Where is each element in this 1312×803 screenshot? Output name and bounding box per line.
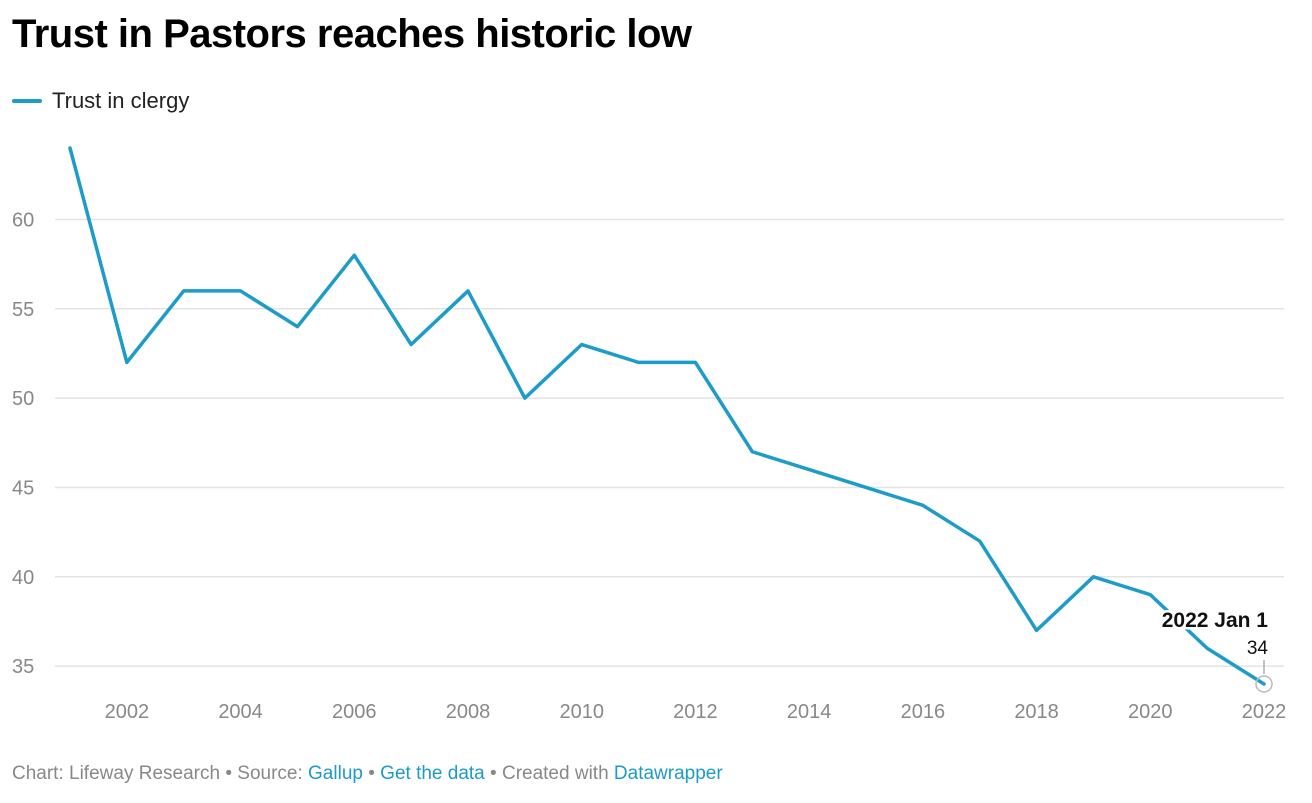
x-tick-label: 2006 xyxy=(332,701,377,723)
series-layer xyxy=(68,146,1266,686)
highlight-ring xyxy=(1255,675,1273,693)
y-tick-label: 60 xyxy=(12,209,34,231)
y-tick-label: 35 xyxy=(12,656,34,678)
get-data-link[interactable]: Get the data xyxy=(380,763,485,784)
x-tick-label: 2012 xyxy=(673,701,718,723)
legend-label: Trust in clergy xyxy=(52,88,190,113)
footer-separator: • xyxy=(484,763,502,784)
grid-layer xyxy=(55,218,1284,667)
x-axis-ticks: 2002 2004 2006 2008 2010 2012 2014 2016 2018 2020… xyxy=(105,701,1287,723)
annotation-value-label: 34 xyxy=(1247,638,1269,659)
y-tick-label: 55 xyxy=(12,299,34,321)
annotation-date-label: 2022 Jan 1 xyxy=(1162,609,1269,632)
line-chart: 35 40 45 50 55 60 2002 2004 2006 2008 2010 2012 201… xyxy=(12,146,1287,723)
x-tick-label: 2008 xyxy=(446,701,491,723)
series-line xyxy=(68,146,1266,686)
y-tick-label: 40 xyxy=(12,567,34,589)
x-tick-label: 2002 xyxy=(105,701,150,723)
y-axis-ticks: 35 40 45 50 55 60 xyxy=(12,209,34,678)
legend-swatch xyxy=(12,99,42,103)
footer-source-prefix: Source: xyxy=(237,763,309,784)
x-tick-label: 2022 xyxy=(1242,701,1287,723)
footer-separator: • xyxy=(220,763,238,784)
footer-created-prefix: Created with xyxy=(501,763,614,784)
annotation-layer: 2022 Jan 1 34 xyxy=(1159,607,1273,693)
x-tick-label: 2018 xyxy=(1014,701,1059,723)
footer-chart-credit: Chart: Lifeway Research xyxy=(12,763,221,784)
y-tick-label: 45 xyxy=(12,477,34,499)
legend: Trust in clergy xyxy=(12,88,189,114)
x-tick-label: 2014 xyxy=(787,701,832,723)
chart-footer: Chart: Lifeway Research • Source: Gallup… xyxy=(12,763,723,785)
x-tick-label: 2010 xyxy=(559,701,604,723)
footer-separator: • xyxy=(362,763,381,784)
x-tick-label: 2004 xyxy=(218,701,263,723)
datawrapper-link[interactable]: Datawrapper xyxy=(613,763,723,784)
x-tick-label: 2016 xyxy=(901,701,946,723)
source-link[interactable]: Gallup xyxy=(308,763,363,784)
y-tick-label: 50 xyxy=(12,388,34,410)
x-tick-label: 2020 xyxy=(1128,701,1173,723)
chart-title: Trust in Pastors reaches historic low xyxy=(12,12,692,56)
